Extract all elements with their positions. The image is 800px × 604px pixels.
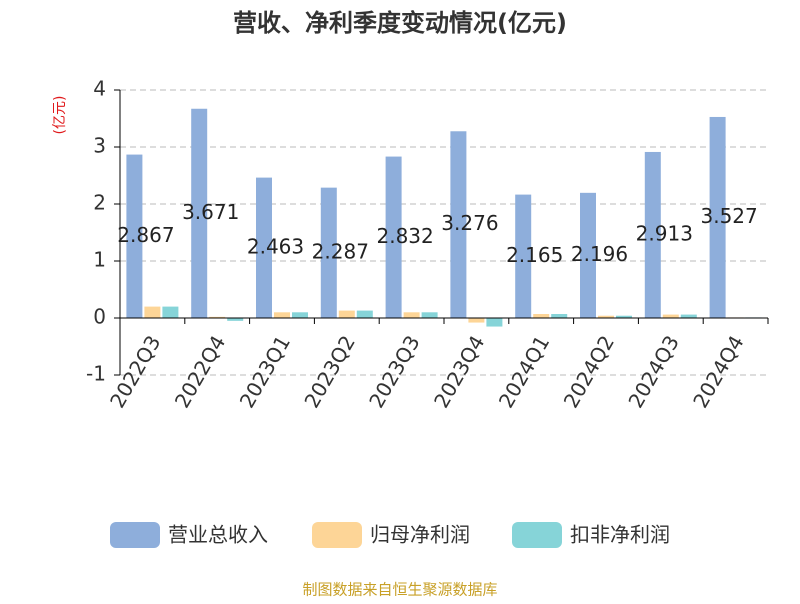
bar bbox=[356, 310, 373, 318]
x-tick-label: 2023Q4 bbox=[429, 331, 489, 412]
y-tick-label: 2 bbox=[93, 191, 106, 215]
legend-swatch bbox=[512, 522, 562, 548]
data-label: 2.196 bbox=[571, 242, 628, 266]
y-tick-label: 4 bbox=[93, 77, 106, 101]
legend-swatch bbox=[312, 522, 362, 548]
legend-swatch bbox=[110, 522, 160, 548]
y-tick-label: 0 bbox=[93, 305, 106, 329]
bar bbox=[533, 314, 550, 318]
x-tick-label: 2024Q3 bbox=[623, 331, 683, 412]
y-tick-label: 3 bbox=[93, 134, 106, 158]
bar bbox=[551, 314, 568, 318]
data-label: 2.832 bbox=[376, 224, 433, 248]
bar bbox=[292, 312, 308, 318]
data-label: 2.287 bbox=[312, 239, 369, 263]
bar bbox=[227, 318, 244, 321]
bar bbox=[421, 312, 438, 318]
legend-label: 营业总收入 bbox=[168, 523, 268, 547]
data-label: 3.276 bbox=[441, 211, 498, 235]
bar bbox=[709, 116, 726, 318]
x-tick-label: 2022Q3 bbox=[105, 331, 165, 412]
bar bbox=[320, 187, 337, 318]
bar bbox=[126, 154, 143, 318]
x-tick-label: 2024Q4 bbox=[688, 331, 748, 412]
x-tick-label: 2023Q3 bbox=[364, 331, 424, 412]
bar bbox=[580, 192, 596, 318]
bar bbox=[338, 310, 355, 318]
bar bbox=[662, 314, 679, 318]
data-label: 3.671 bbox=[182, 200, 239, 224]
x-tick-label: 2023Q1 bbox=[235, 331, 295, 412]
bar bbox=[450, 131, 467, 318]
y-tick-label: 1 bbox=[93, 248, 106, 272]
x-tick-label: 2024Q1 bbox=[494, 331, 554, 412]
bar bbox=[616, 315, 632, 318]
bar bbox=[385, 156, 402, 318]
y-axis-label: (亿元) bbox=[52, 96, 68, 135]
bar bbox=[191, 108, 208, 319]
legend-label: 归母净利润 bbox=[370, 523, 470, 547]
legend-label: 扣非净利润 bbox=[570, 523, 670, 547]
source-note: 制图数据来自恒生聚源数据库 bbox=[302, 581, 497, 599]
bar bbox=[680, 314, 697, 318]
bar bbox=[468, 318, 485, 323]
data-label: 2.165 bbox=[506, 243, 563, 267]
bar bbox=[486, 318, 503, 327]
bar bbox=[144, 306, 161, 318]
data-label: 3.527 bbox=[700, 204, 757, 228]
chart-title: 营收、净利季度变动情况(亿元) bbox=[233, 9, 567, 37]
data-label: 2.867 bbox=[117, 223, 174, 247]
bar bbox=[515, 194, 532, 318]
x-tick-label: 2024Q2 bbox=[559, 331, 619, 412]
bar bbox=[162, 306, 179, 318]
bar bbox=[598, 315, 614, 318]
bar bbox=[256, 177, 272, 318]
x-tick-label: 2023Q2 bbox=[299, 331, 359, 412]
bar bbox=[644, 151, 661, 318]
bar bbox=[274, 312, 290, 318]
bar bbox=[403, 312, 420, 318]
x-tick-label: 2022Q4 bbox=[170, 331, 230, 412]
data-label: 2.913 bbox=[636, 221, 693, 245]
data-label: 2.463 bbox=[247, 234, 304, 258]
y-tick-label: -1 bbox=[86, 362, 106, 386]
bar bbox=[209, 316, 226, 318]
